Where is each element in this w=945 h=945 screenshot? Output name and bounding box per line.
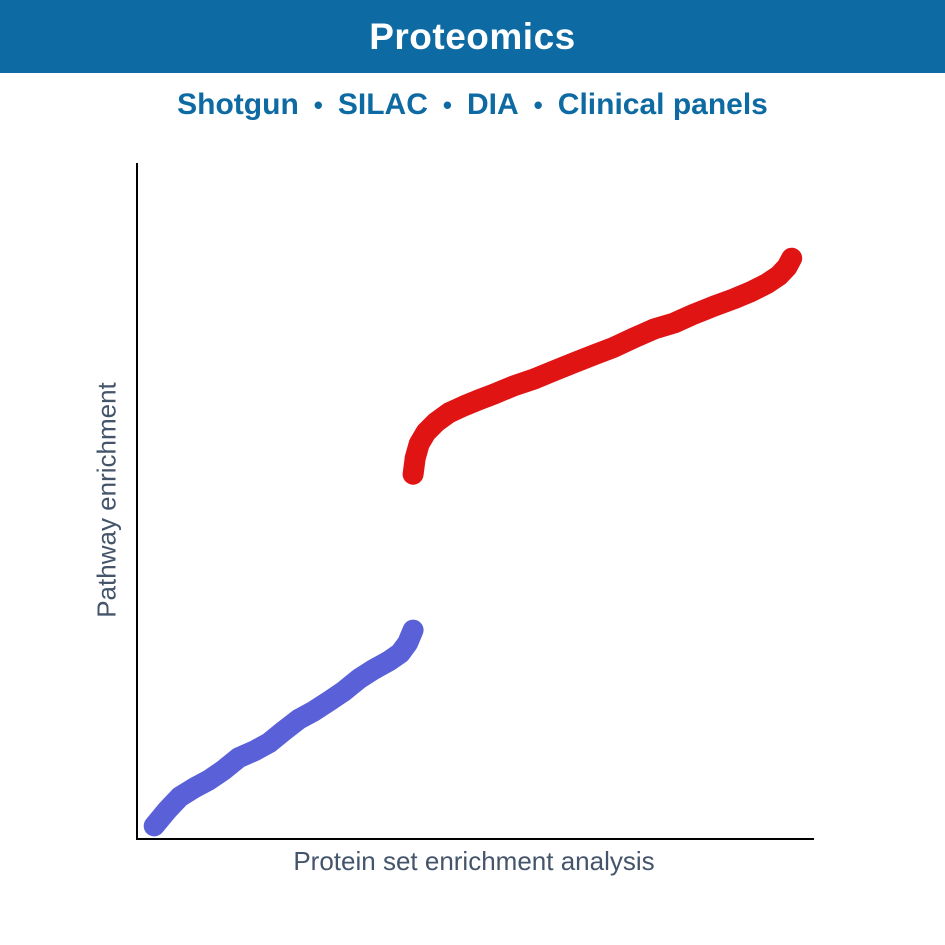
chart-plot-area: [136, 163, 814, 840]
x-axis-label: Protein set enrichment analysis: [293, 846, 655, 876]
enrichment-curves: [143, 247, 803, 837]
positive-enrichment-curve: [402, 247, 803, 485]
page-title: Proteomics: [369, 15, 576, 57]
header-banner: Proteomics: [0, 0, 945, 73]
y-axis-label: Pathway enrichment: [91, 382, 122, 618]
subtitle-item-silac: SILAC: [337, 88, 428, 121]
subtitle-item-dia: DIA: [467, 88, 519, 121]
bullet-separator: •: [313, 90, 323, 120]
subtitle-item-clinical-panels: Clinical panels: [557, 88, 768, 121]
bullet-separator: •: [533, 90, 543, 120]
subtitle-item-shotgun: Shotgun: [177, 88, 299, 121]
negative-enrichment-curve: [143, 619, 424, 837]
bullet-separator: •: [442, 90, 452, 120]
subtitle-bar: Shotgun • SILAC • DIA • Clinical panels: [0, 88, 945, 122]
